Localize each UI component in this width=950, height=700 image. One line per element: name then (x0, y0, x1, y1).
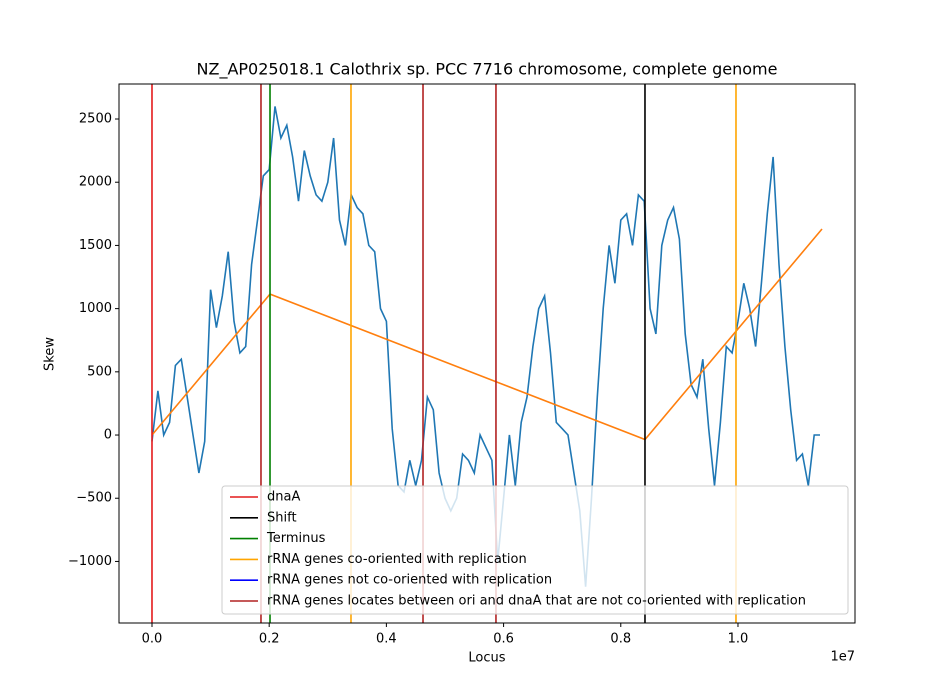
legend-label: rRNA genes not co-oriented with replicat… (267, 573, 552, 588)
legend-label: Shift (267, 510, 297, 525)
y-tick-label: −500 (76, 491, 112, 506)
y-tick-label: 1500 (79, 238, 112, 253)
x-tick-label: 0.6 (493, 632, 514, 647)
y-axis-label: Skew (43, 337, 58, 371)
y-tick-label: −1000 (68, 554, 112, 569)
skew-line (151, 228, 823, 441)
y-tick-label: 2500 (79, 112, 112, 127)
y-tick-label: 0 (104, 428, 112, 443)
x-tick-label: 0.2 (259, 632, 280, 647)
x-offset-label: 1e7 (830, 650, 855, 665)
legend-label: Terminus (266, 531, 326, 546)
y-tick-label: 2000 (79, 175, 112, 190)
legend-label: rRNA genes co-oriented with replication (267, 552, 527, 567)
legend-label: dnaA (267, 490, 300, 505)
legend-label: rRNA genes locates between ori and dnaA … (267, 594, 806, 609)
x-tick-label: 1.0 (728, 632, 749, 647)
x-tick-label: 0.4 (376, 632, 397, 647)
skew-line (151, 106, 820, 587)
x-tick-label: 0.0 (142, 632, 163, 647)
x-axis-label: Locus (468, 651, 505, 666)
y-tick-label: 1000 (79, 301, 112, 316)
plot-frame (118, 83, 856, 624)
legend-box (221, 485, 849, 615)
y-tick-label: 500 (87, 364, 112, 379)
chart-title: NZ_AP025018.1 Calothrix sp. PCC 7716 chr… (197, 60, 778, 80)
x-tick-label: 0.8 (610, 632, 631, 647)
